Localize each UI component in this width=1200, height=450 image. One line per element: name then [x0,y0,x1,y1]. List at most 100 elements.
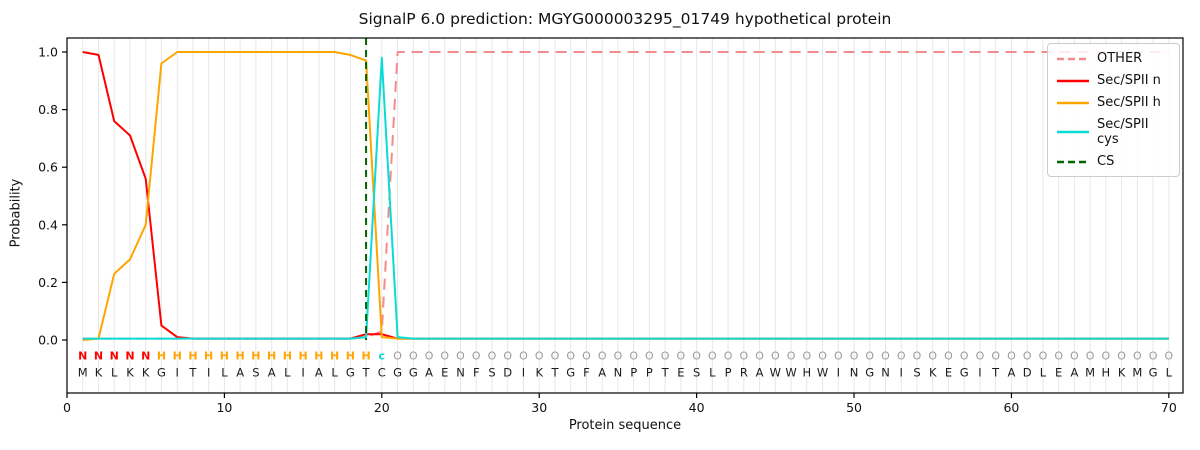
sequence-letter: I [978,366,981,380]
sequence-letter: G [960,366,969,380]
sequence-letter: E [1055,366,1062,380]
sequence-letter: G [157,366,166,380]
series-line-sec-spii-h [82,51,1169,341]
sequence-letter: N [881,366,890,380]
annotation-letter: H [251,350,260,363]
sequence-letter: G [1149,366,1158,380]
sequence-letter: K [535,366,543,380]
annotation-letter: O [519,350,528,363]
sequence-letter: A [268,366,276,380]
sequence-letter: A [236,366,244,380]
legend-line-sample [1057,57,1089,60]
annotation-letter: H [236,350,245,363]
annotation-letter: O [1007,350,1016,363]
legend-label: CS [1097,154,1115,169]
annotation-letter: O [881,350,890,363]
x-axis-label: Protein sequence [568,418,682,433]
annotation-letter: N [141,350,150,363]
annotation-letter: O [1102,350,1111,363]
sequence-letter: A [756,366,764,380]
sequence-letter: P [725,366,732,380]
sequence-letter: L [1040,366,1047,380]
annotation-letter: O [1086,350,1095,363]
legend-item-sec-spii-n: Sec/SPII n [1057,73,1170,88]
legend-item-sec-spii-h: Sec/SPII h [1057,95,1170,110]
x-tick-label: 30 [531,400,547,415]
series-line-sec-spii-n [82,51,1169,340]
sequence-letter: A [598,366,606,380]
y-tick-label: 0.6 [38,160,58,175]
annotation-letter: O [976,350,985,363]
x-tick-label: 60 [1003,400,1019,415]
annotation-letter: O [614,350,623,363]
sequence-letter: I [207,366,210,380]
annotation-letter: N [125,350,134,363]
sequence-letter: G [409,366,418,380]
annotation-letter: O [960,350,969,363]
sequence-letter: K [142,366,150,380]
sequence-letter: K [929,366,937,380]
annotation-letter: O [1039,350,1048,363]
annotation-letter: H [173,350,182,363]
annotation-letter: O [944,350,953,363]
sequence-letter: I [175,366,178,380]
annotation-letter: O [755,350,764,363]
annotation-letter: O [913,350,922,363]
legend-line-sample [1057,101,1089,104]
annotation-letter: O [645,350,654,363]
legend-item-sec-spii-cys: Sec/SPII cys [1057,117,1170,147]
annotation-letter: O [771,350,780,363]
sequence-letter: H [1102,366,1111,380]
annotation-letter: H [220,350,229,363]
annotation-letter: O [991,350,1000,363]
sequence-letter: A [1070,366,1078,380]
annotation-letter: O [708,350,717,363]
annotation-letter: c [379,350,386,363]
annotation-letter: O [566,350,575,363]
legend-line-sample [1057,79,1089,82]
annotation-letter: O [897,350,906,363]
sequence-letter: T [661,366,670,380]
sequence-letter: W [770,366,781,380]
y-tick-label: 1.0 [38,45,58,60]
annotation-letter: O [1023,350,1032,363]
sequence-letter: G [865,366,874,380]
sequence-letter: S [693,366,700,380]
legend-line-sample [1057,160,1089,163]
sequence-letter: T [991,366,1000,380]
annotation-letter: O [598,350,607,363]
annotation-letter: O [818,350,827,363]
gridlines [82,38,1170,393]
y-tick-label: 0.4 [38,217,58,232]
annotation-letter: O [850,350,859,363]
sequence-letter: A [315,366,323,380]
sequence-letter: I [522,366,525,380]
annotation-letter: O [1054,350,1063,363]
legend-label: Sec/SPII n [1097,73,1161,88]
sequence-letter: K [1118,366,1126,380]
sequence-letter: N [614,366,623,380]
chart-title: SignalP 6.0 prediction: MGYG000003295_01… [358,10,892,28]
series-line-other [82,51,1169,340]
sequence-letter: T [362,366,371,380]
sequence-letter: T [550,366,559,380]
x-tick-label: 0 [63,400,71,415]
x-tick-label: 50 [846,400,862,415]
annotation-letter: O [503,350,512,363]
annotation-letter: O [456,350,465,363]
sequence-letter: G [566,366,575,380]
sequence-letter: M [1085,366,1095,380]
annotation-letter: O [787,350,796,363]
annotation-letter: O [1133,350,1142,363]
legend-item-other: OTHER [1057,51,1170,66]
annotation-letter: H [188,350,197,363]
sequence-letter: E [677,366,684,380]
annotation-letter: O [425,350,434,363]
sequence-letter: W [817,366,828,380]
x-tick-label: 70 [1161,400,1177,415]
annotation-letter: O [1070,350,1079,363]
y-tick-label: 0.0 [38,333,58,348]
annotation-letter: O [802,350,811,363]
